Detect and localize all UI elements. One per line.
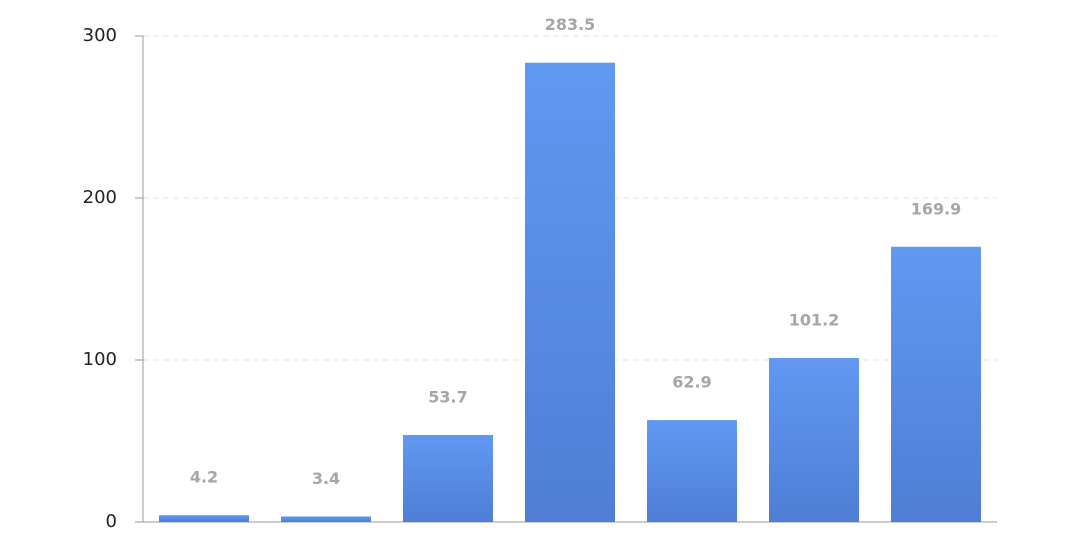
bar: [403, 435, 493, 522]
y-tick-label: 100: [83, 349, 117, 370]
value-label: 283.5: [545, 15, 596, 34]
y-tick-label: 0: [106, 511, 117, 532]
value-label: 4.2: [190, 468, 218, 487]
value-label: 62.9: [672, 373, 711, 392]
bar: [891, 246, 981, 522]
bar: [769, 358, 859, 522]
y-tick-label: 300: [83, 25, 117, 46]
bar: [281, 516, 371, 522]
bar: [525, 62, 615, 522]
bar: [647, 420, 737, 522]
bar: [159, 515, 249, 522]
value-label: 53.7: [428, 388, 467, 407]
value-label: 169.9: [911, 199, 962, 218]
value-label: 101.2: [789, 311, 840, 330]
value-label: 3.4: [312, 469, 340, 488]
y-tick-label: 200: [83, 187, 117, 208]
